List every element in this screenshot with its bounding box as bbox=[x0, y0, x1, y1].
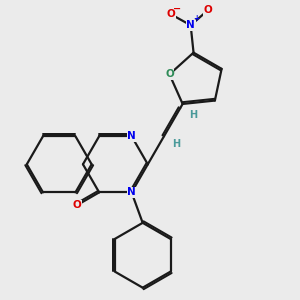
Text: O: O bbox=[203, 5, 212, 15]
Text: N: N bbox=[127, 188, 136, 197]
Text: O: O bbox=[72, 200, 81, 210]
Text: N: N bbox=[186, 20, 195, 30]
Text: O: O bbox=[167, 9, 175, 19]
Text: O: O bbox=[165, 69, 174, 79]
Text: H: H bbox=[172, 139, 181, 148]
Text: H: H bbox=[189, 110, 197, 120]
Text: −: − bbox=[173, 3, 182, 14]
Text: +: + bbox=[194, 14, 200, 22]
Text: N: N bbox=[127, 131, 136, 141]
